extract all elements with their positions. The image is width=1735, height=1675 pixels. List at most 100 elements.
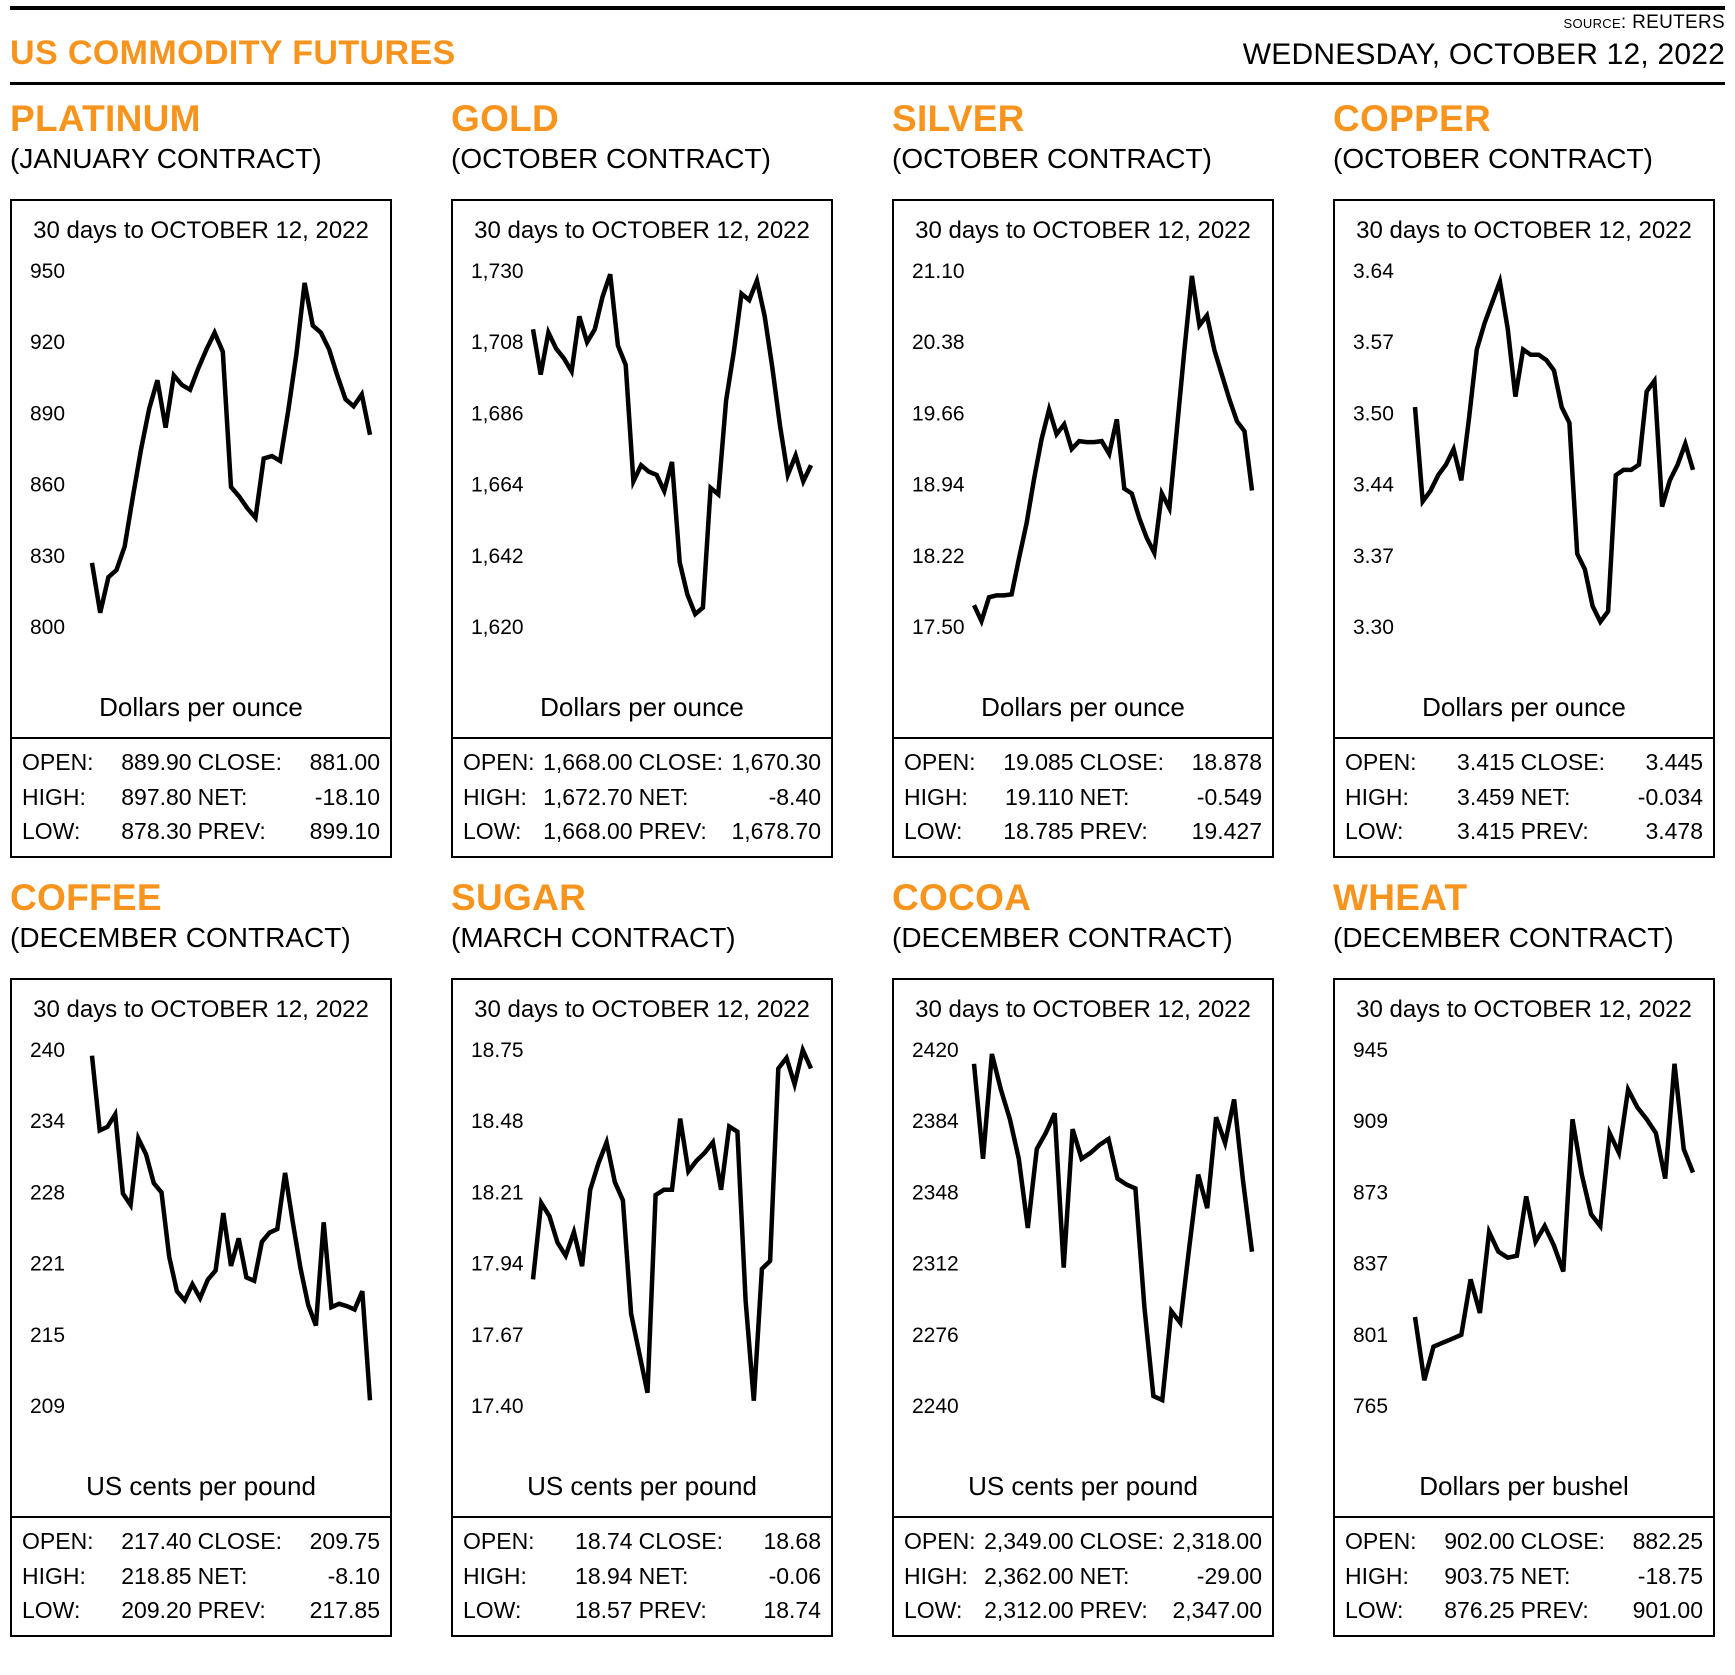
- stat-label-net: NET:: [638, 1562, 689, 1589]
- stat-label-net: NET:: [197, 1562, 248, 1589]
- y-axis-tick: 1,620: [471, 616, 524, 639]
- y-axis-tick: 215: [30, 1324, 65, 1347]
- y-axis-tick: 17.94: [471, 1253, 524, 1276]
- stat-value-close: 3.445: [1645, 749, 1703, 776]
- stat-value-close: 881.00: [309, 749, 380, 776]
- chart-unit-label: Dollars per bushel: [1419, 1471, 1629, 1502]
- stat-label-open: OPEN:: [904, 749, 976, 776]
- chart-period-label: 30 days to OCTOBER 12, 2022: [474, 996, 810, 1024]
- stat-value-prev: 217.85: [309, 1597, 380, 1624]
- stat-value-low: 2,312.00: [984, 1597, 1074, 1624]
- y-axis-tick: 17.40: [471, 1395, 524, 1418]
- chart-period-label: 30 days to OCTOBER 12, 2022: [915, 217, 1251, 245]
- stat-label-low: LOW:: [22, 818, 81, 845]
- commodity-title: GOLD: [451, 97, 560, 139]
- stat-value-high: 1,672.70: [543, 783, 633, 810]
- stat-label-close: CLOSE:: [638, 1528, 723, 1555]
- stat-label-low: LOW:: [1345, 1597, 1404, 1624]
- stat-label-net: NET:: [1520, 783, 1571, 810]
- contract-label: (DECEMBER CONTRACT): [892, 921, 1233, 953]
- stat-value-close: 1,670.30: [731, 749, 821, 776]
- stat-value-high: 19.110: [1004, 783, 1074, 810]
- y-axis-tick: 209: [30, 1395, 65, 1418]
- commodity-panel: COPPER (OCTOBER CONTRACT) 30 days to OCT…: [1333, 97, 1715, 858]
- chart-unit-label: Dollars per ounce: [1422, 692, 1626, 723]
- commodity-panel: PLATINUM (JANUARY CONTRACT) 30 days to O…: [10, 97, 392, 858]
- y-axis-tick: 909: [1353, 1110, 1388, 1133]
- y-axis-tick: 830: [30, 545, 65, 568]
- y-axis-tick: 18.94: [912, 474, 965, 497]
- price-line-chart: 945 909 873 837 801 765: [1353, 1039, 1696, 1418]
- stat-label-low: LOW:: [904, 818, 963, 845]
- y-axis-tick: 21.10: [912, 260, 965, 283]
- stat-value-low: 3.415: [1457, 818, 1515, 845]
- stat-value-net: -0.06: [768, 1562, 821, 1589]
- price-line-chart: 240 234 228 221 215 209: [30, 1039, 373, 1418]
- stat-value-close: 2,318.00: [1172, 1528, 1262, 1555]
- chart-period-label: 30 days to OCTOBER 12, 2022: [915, 996, 1251, 1024]
- stat-value-net: -8.10: [327, 1562, 380, 1589]
- chart-period-label: 30 days to OCTOBER 12, 2022: [474, 217, 810, 245]
- stat-label-net: NET:: [1520, 1562, 1571, 1589]
- commodity-title: COPPER: [1333, 97, 1492, 139]
- price-line: [530, 273, 814, 618]
- stat-label-prev: PREV:: [1520, 818, 1589, 845]
- stats-box: OPEN: 18.74 CLOSE: 18.68 HIGH: 18.94 NET: -0.06…: [451, 1516, 833, 1637]
- commodity-title: COFFEE: [10, 876, 162, 918]
- stat-label-net: NET:: [197, 783, 248, 810]
- price-line-chart: 1,730 1,708 1,686 1,664 1,642 1,620: [471, 260, 814, 639]
- commodity-panel: SUGAR (MARCH CONTRACT) 30 days to OCTOBE…: [451, 877, 833, 1637]
- stat-label-low: LOW:: [22, 1597, 81, 1624]
- stat-value-open: 902.00: [1444, 1528, 1515, 1555]
- stat-label-high: HIGH:: [463, 1562, 527, 1589]
- price-line: [530, 1043, 814, 1402]
- y-axis-tick: 3.64: [1353, 260, 1394, 283]
- y-axis-tick: 950: [30, 260, 65, 283]
- chart-period-label: 30 days to OCTOBER 12, 2022: [1356, 996, 1692, 1024]
- stat-value-open: 18.74: [575, 1528, 633, 1555]
- chart-unit-label: US cents per pound: [86, 1471, 316, 1502]
- price-line: [971, 275, 1255, 628]
- commodity-title: COCOA: [892, 876, 1032, 918]
- y-axis-tick: 17.50: [912, 616, 965, 639]
- chart-box: 30 days to OCTOBER 12, 2022 21.10 20.38 19…: [892, 199, 1274, 740]
- commodity-title: PLATINUM: [10, 97, 201, 139]
- commodity-panel: GOLD (OCTOBER CONTRACT) 30 days to OCTOB…: [451, 97, 833, 858]
- stat-label-net: NET:: [638, 783, 689, 810]
- price-line: [1412, 272, 1696, 627]
- stat-label-high: HIGH:: [1345, 1562, 1409, 1589]
- stat-value-net: -8.40: [768, 783, 821, 810]
- price-line-chart: 950 920 890 860 830 800: [30, 260, 373, 639]
- header-rule: [10, 81, 1725, 85]
- stat-value-prev: 19.427: [1191, 818, 1262, 845]
- stat-label-prev: PREV:: [1079, 1597, 1148, 1624]
- stats-box: OPEN: 2,349.00 CLOSE: 2,318.00 HIGH: 2,362.00…: [892, 1516, 1274, 1637]
- chart-box: 30 days to OCTOBER 12, 2022 945 909 873 837…: [1333, 978, 1715, 1519]
- stat-label-prev: PREV:: [1079, 818, 1148, 845]
- stat-value-low: 18.785: [1003, 818, 1074, 845]
- stat-label-high: HIGH:: [904, 1562, 968, 1589]
- y-axis-tick: 18.22: [912, 545, 965, 568]
- stat-value-high: 218.85: [121, 1562, 192, 1589]
- stat-value-close: 882.25: [1632, 1528, 1703, 1555]
- stat-label-close: CLOSE:: [1520, 1528, 1605, 1555]
- stat-label-high: HIGH:: [1345, 783, 1409, 810]
- stat-label-close: CLOSE:: [638, 749, 723, 776]
- y-axis-tick: 3.57: [1353, 331, 1394, 354]
- y-axis-tick: 18.48: [471, 1110, 524, 1133]
- stat-label-close: CLOSE:: [1079, 1528, 1164, 1555]
- price-line: [971, 1053, 1255, 1404]
- y-axis-tick: 1,686: [471, 403, 524, 426]
- y-axis-tick: 1,730: [471, 260, 524, 283]
- stats-box: OPEN: 19.085 CLOSE: 18.878 HIGH: 19.110 NET: -0…: [892, 737, 1274, 858]
- commodity-title: WHEAT: [1333, 876, 1468, 918]
- chart-box: 30 days to OCTOBER 12, 2022 18.75 18.48 18…: [451, 978, 833, 1519]
- stat-label-close: CLOSE:: [1520, 749, 1605, 776]
- stat-value-close: 18.878: [1191, 749, 1262, 776]
- commodity-title: SILVER: [892, 97, 1025, 139]
- y-axis-tick: 945: [1353, 1039, 1388, 1062]
- y-axis-tick: 221: [30, 1253, 65, 1276]
- price-line: [1412, 1063, 1696, 1382]
- stat-value-low: 1,668.00: [543, 818, 633, 845]
- y-axis-tick: 240: [30, 1039, 65, 1062]
